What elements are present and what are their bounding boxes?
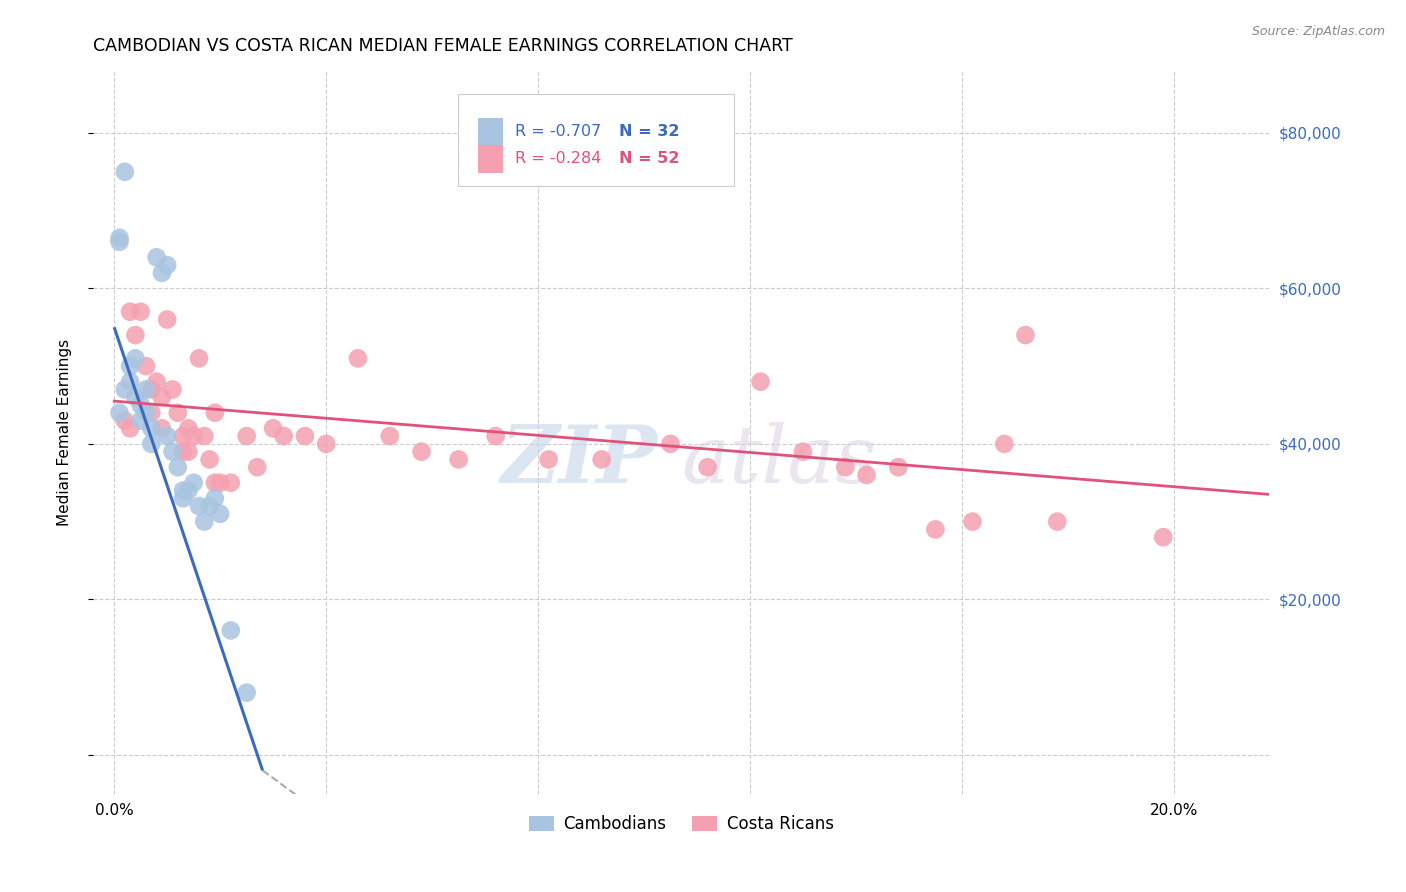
Point [108,231,131,245]
Point [124,390,146,404]
Point [962,515,984,529]
Point [166,460,188,475]
Point [135,406,157,420]
Point [246,460,269,475]
Point [129,413,152,427]
Point [172,491,194,506]
Point [129,304,152,318]
Point [172,444,194,458]
Point [150,390,173,404]
Point [834,460,856,475]
Point [209,507,232,521]
Point [108,406,131,420]
Point [188,351,211,366]
FancyBboxPatch shape [457,94,734,186]
Point [177,421,200,435]
Point [141,383,163,397]
Point [145,250,167,264]
Point [273,429,295,443]
Point [219,475,242,490]
Point [262,421,284,435]
Point [219,624,242,638]
Point [887,460,910,475]
Point [1046,515,1069,529]
Point [156,429,179,443]
Point [150,266,173,280]
Point [120,375,142,389]
Point [188,499,211,513]
Point [749,375,772,389]
Point [204,475,226,490]
Point [141,437,163,451]
Point [1152,530,1174,544]
Point [114,383,136,397]
Point [120,421,142,435]
Text: atlas: atlas [681,423,876,500]
Point [183,475,205,490]
Point [204,406,226,420]
Point [114,165,136,179]
Text: N = 52: N = 52 [619,152,679,167]
Point [129,398,152,412]
Point [120,359,142,373]
Point [135,359,157,373]
Point [114,413,136,427]
Point [294,429,316,443]
Point [347,351,370,366]
Point [485,429,508,443]
Point [235,685,257,699]
Point [156,258,179,272]
Point [993,437,1015,451]
Point [792,444,814,458]
Text: CAMBODIAN VS COSTA RICAN MEDIAN FEMALE EARNINGS CORRELATION CHART: CAMBODIAN VS COSTA RICAN MEDIAN FEMALE E… [93,37,793,55]
Point [411,444,433,458]
Point [183,429,205,443]
Point [124,351,146,366]
Point [150,421,173,435]
Legend: Cambodians, Costa Ricans: Cambodians, Costa Ricans [522,808,841,839]
Point [162,444,184,458]
Point [1014,328,1036,343]
Point [135,383,157,397]
Text: R = -0.284: R = -0.284 [515,152,602,167]
Point [855,467,877,482]
Point [537,452,560,467]
Point [193,429,215,443]
Point [172,483,194,498]
FancyBboxPatch shape [478,118,503,145]
Point [145,375,167,389]
Point [141,421,163,435]
Text: ZIP: ZIP [501,423,658,500]
Text: Source: ZipAtlas.com: Source: ZipAtlas.com [1251,25,1385,38]
Point [591,452,613,467]
Point [193,515,215,529]
Point [124,328,146,343]
Point [659,437,682,451]
Point [198,452,221,467]
Point [378,429,401,443]
Point [924,522,946,536]
FancyBboxPatch shape [478,145,503,173]
Point [209,475,232,490]
Point [198,499,221,513]
Point [315,437,337,451]
Point [172,429,194,443]
Point [177,483,200,498]
Text: N = 32: N = 32 [619,124,679,139]
Point [162,383,184,397]
Point [177,444,200,458]
Point [108,235,131,249]
Point [120,304,142,318]
Text: R = -0.707: R = -0.707 [515,124,602,139]
Point [156,312,179,326]
Point [204,491,226,506]
Point [696,460,718,475]
Y-axis label: Median Female Earnings: Median Female Earnings [58,339,72,525]
Point [166,406,188,420]
Point [141,406,163,420]
Point [235,429,257,443]
Point [447,452,470,467]
